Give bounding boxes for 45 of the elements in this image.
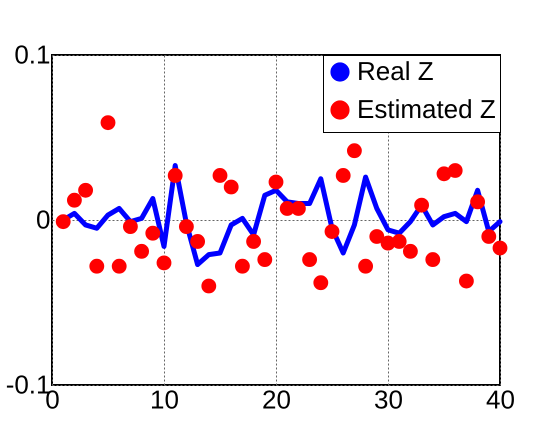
point — [425, 252, 440, 267]
y-tick-label: 0 — [36, 204, 50, 234]
point — [212, 168, 228, 183]
point — [392, 234, 407, 249]
point — [302, 252, 318, 267]
point — [78, 182, 94, 198]
point — [89, 258, 104, 274]
point — [100, 115, 116, 130]
x-tick-label: 40 — [486, 384, 515, 414]
point — [290, 201, 306, 216]
point — [168, 168, 183, 183]
point — [458, 274, 474, 288]
point — [224, 180, 239, 194]
x-tick-label: 20 — [262, 384, 291, 414]
point — [313, 275, 328, 290]
point — [201, 278, 216, 294]
point — [122, 219, 138, 234]
point — [492, 240, 508, 256]
point — [336, 168, 351, 183]
x-tick-label: 30 — [374, 384, 403, 414]
point — [358, 258, 374, 274]
point — [145, 226, 160, 241]
point — [268, 174, 284, 190]
point — [234, 258, 250, 274]
point — [257, 252, 272, 267]
point — [156, 256, 172, 270]
point — [112, 258, 127, 274]
point — [246, 234, 262, 249]
point — [134, 244, 150, 259]
legend-label: Estimated Z — [357, 94, 496, 124]
point — [178, 219, 194, 234]
point — [324, 224, 340, 239]
point — [414, 198, 430, 213]
point — [190, 234, 206, 249]
point — [470, 194, 486, 210]
point — [369, 229, 384, 244]
point — [66, 192, 82, 208]
legend-label: Real Z — [357, 56, 434, 86]
point — [346, 143, 362, 158]
x-tick-label: 10 — [150, 384, 179, 414]
y-tick-label: 0.1 — [14, 40, 50, 70]
point — [56, 214, 71, 230]
point — [481, 229, 496, 244]
point — [448, 163, 463, 178]
point — [402, 244, 418, 259]
